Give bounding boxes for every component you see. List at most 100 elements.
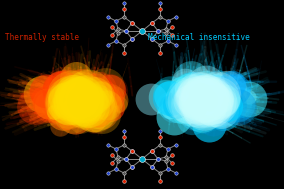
Point [87, 101, 91, 104]
Point [130, 166, 134, 169]
Point [78, 94, 82, 97]
Point [217, 91, 221, 94]
Point [198, 108, 202, 111]
Point [210, 105, 215, 108]
Point [77, 100, 82, 103]
Point [77, 97, 81, 100]
Point [212, 97, 217, 100]
Point [202, 106, 206, 109]
Point [96, 105, 101, 108]
Point [79, 107, 84, 110]
Point [229, 108, 233, 112]
Point [150, 22, 154, 25]
Point [86, 98, 91, 101]
Point [218, 96, 222, 99]
Point [79, 102, 83, 105]
Point [200, 103, 205, 106]
Point [210, 96, 215, 99]
Point [187, 97, 192, 100]
Point [158, 2, 162, 5]
Point [168, 108, 172, 111]
Point [189, 104, 194, 107]
Point [74, 108, 78, 111]
Point [66, 95, 70, 98]
Point [225, 104, 230, 107]
Point [188, 100, 193, 103]
Point [218, 109, 223, 112]
Point [210, 107, 214, 110]
Point [75, 89, 79, 92]
Point [207, 123, 212, 126]
Point [79, 95, 83, 98]
Point [166, 147, 170, 150]
Point [208, 99, 212, 102]
Point [203, 82, 208, 85]
Point [72, 93, 77, 96]
Point [110, 161, 114, 164]
Point [190, 108, 195, 111]
Point [79, 98, 83, 101]
Point [82, 95, 87, 98]
Point [79, 85, 83, 88]
Point [150, 166, 154, 169]
Point [124, 157, 128, 160]
Point [88, 103, 92, 106]
Point [191, 106, 195, 109]
Point [73, 87, 78, 90]
Point [199, 94, 204, 97]
Point [80, 98, 85, 101]
Point [61, 91, 66, 94]
Point [122, 136, 126, 139]
Point [234, 103, 239, 106]
Point [208, 94, 213, 98]
Point [93, 92, 98, 95]
Point [93, 100, 98, 103]
Point [114, 40, 118, 43]
Point [87, 97, 92, 100]
Point [192, 98, 197, 101]
Point [122, 15, 126, 19]
Point [59, 104, 63, 107]
Point [191, 96, 196, 99]
Point [130, 22, 134, 25]
Point [98, 102, 102, 105]
Point [79, 97, 84, 100]
Point [203, 98, 207, 101]
Point [68, 85, 73, 88]
Point [216, 97, 220, 100]
Point [89, 100, 93, 103]
Point [235, 105, 240, 108]
Point [179, 112, 184, 115]
Point [189, 100, 193, 103]
Point [63, 93, 68, 96]
Point [210, 118, 215, 121]
Point [158, 8, 162, 11]
Point [164, 32, 168, 35]
Point [82, 99, 87, 102]
Point [82, 96, 86, 99]
Point [99, 93, 104, 96]
Point [195, 102, 199, 105]
Point [99, 109, 103, 112]
Point [200, 107, 204, 110]
Point [87, 99, 91, 102]
Point [71, 100, 75, 103]
Point [110, 26, 114, 29]
Point [91, 104, 96, 107]
Point [200, 112, 204, 115]
Point [60, 113, 65, 116]
Point [83, 91, 87, 94]
Point [149, 98, 154, 101]
Point [210, 98, 215, 101]
Point [67, 99, 71, 102]
Point [193, 105, 197, 108]
Point [163, 95, 168, 98]
Point [204, 99, 209, 102]
Point [201, 100, 205, 103]
Point [177, 101, 181, 104]
Point [130, 37, 134, 40]
Point [80, 97, 84, 100]
Point [124, 29, 128, 33]
Point [197, 92, 201, 95]
Point [221, 112, 225, 115]
